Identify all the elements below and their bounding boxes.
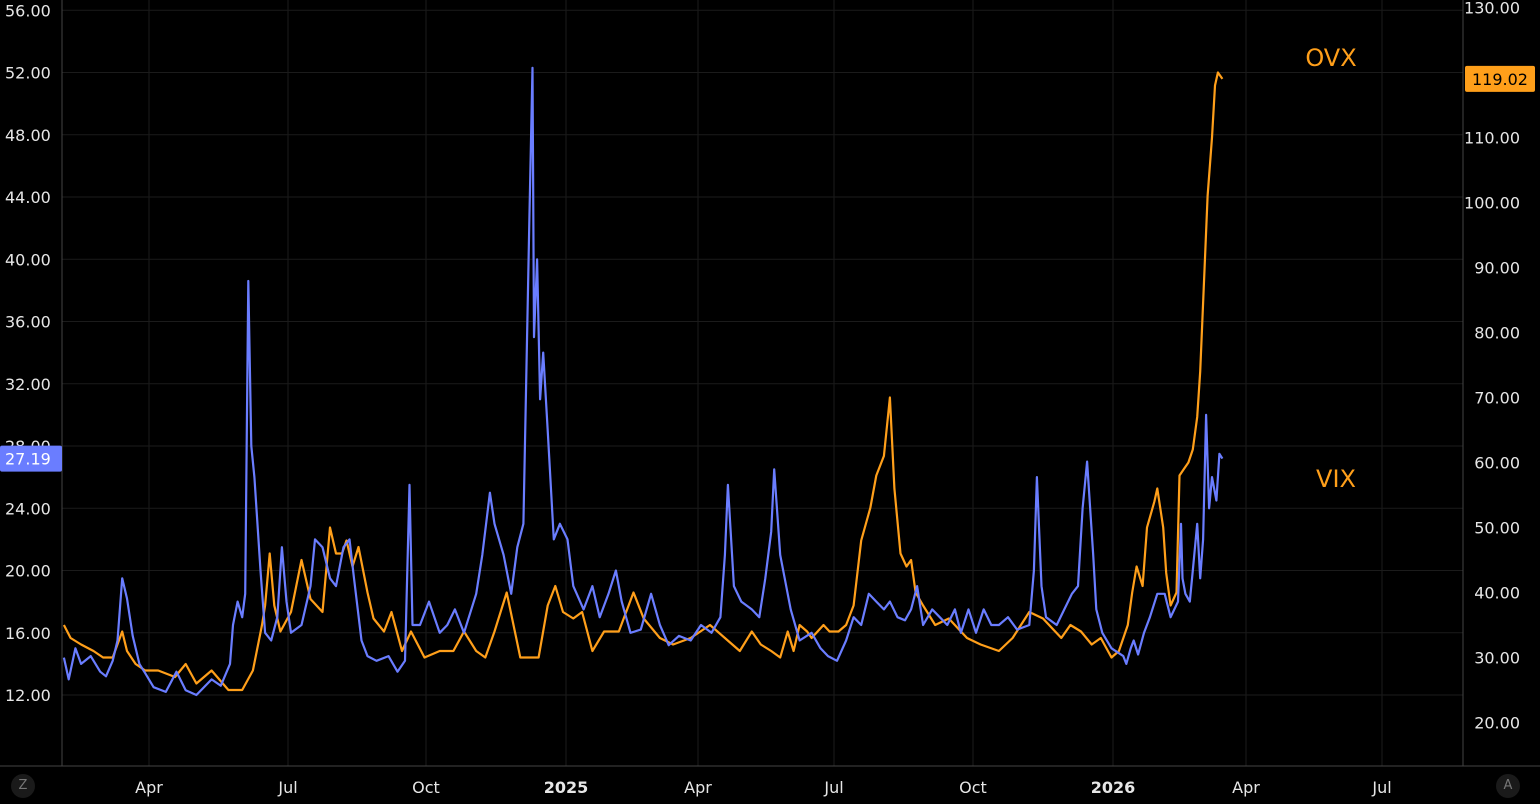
right-tick-label: 30.00 xyxy=(1474,649,1520,668)
right-tick-label: 80.00 xyxy=(1474,324,1520,343)
x-tick-label: Apr xyxy=(684,778,712,797)
left-tick-label: 56.00 xyxy=(5,1,51,20)
last-value-badge-vix: 27.19 xyxy=(0,445,62,472)
left-tick-label: 40.00 xyxy=(5,250,51,269)
series-line-vix xyxy=(62,66,1224,697)
left-tick-label: 32.00 xyxy=(5,375,51,394)
right-tick-label: 70.00 xyxy=(1474,389,1520,408)
x-tick-label: 2025 xyxy=(544,778,589,797)
series-label-vix: VIX xyxy=(1316,465,1356,493)
left-tick-label: 24.00 xyxy=(5,499,51,518)
right-tick-label: 130.00 xyxy=(1464,0,1520,18)
right-tick-label: 50.00 xyxy=(1474,519,1520,538)
left-tick-label: 48.00 xyxy=(5,126,51,145)
x-tick-label: Jul xyxy=(1371,778,1391,797)
last-value-badge-text: 119.02 xyxy=(1472,70,1528,89)
gridlines xyxy=(62,0,1463,766)
right-tick-label: 20.00 xyxy=(1474,714,1520,733)
last-value-badge-ovx: 119.02 xyxy=(1465,65,1535,92)
left-tick-label: 44.00 xyxy=(5,188,51,207)
left-tick-label: 36.00 xyxy=(5,313,51,332)
left-tick-label: 12.00 xyxy=(5,686,51,705)
corner-a-button[interactable]: A xyxy=(1496,774,1520,798)
x-tick-label: Oct xyxy=(412,778,440,797)
right-tick-label: 90.00 xyxy=(1474,259,1520,278)
x-tick-label: Apr xyxy=(1232,778,1260,797)
x-tick-label: 2026 xyxy=(1091,778,1136,797)
right-tick-label: 40.00 xyxy=(1474,584,1520,603)
right-tick-label: 100.00 xyxy=(1464,194,1520,213)
right-tick-label: 60.00 xyxy=(1474,454,1520,473)
left-tick-label: 16.00 xyxy=(5,624,51,643)
x-tick-label: Apr xyxy=(135,778,163,797)
x-tick-label: Jul xyxy=(277,778,297,797)
x-tick-label: Oct xyxy=(959,778,987,797)
series-label-ovx: OVX xyxy=(1305,44,1356,72)
corner-z-button[interactable]: Z xyxy=(11,774,35,798)
x-tick-label: Jul xyxy=(823,778,843,797)
left-tick-label: 52.00 xyxy=(5,64,51,83)
last-value-badge-bg xyxy=(1465,65,1535,92)
last-value-badge-text: 27.19 xyxy=(5,450,51,469)
left-tick-label: 20.00 xyxy=(5,562,51,581)
right-tick-label: 110.00 xyxy=(1464,129,1520,148)
series-line-ovx xyxy=(62,71,1224,692)
last-value-badge-bg xyxy=(0,445,62,472)
